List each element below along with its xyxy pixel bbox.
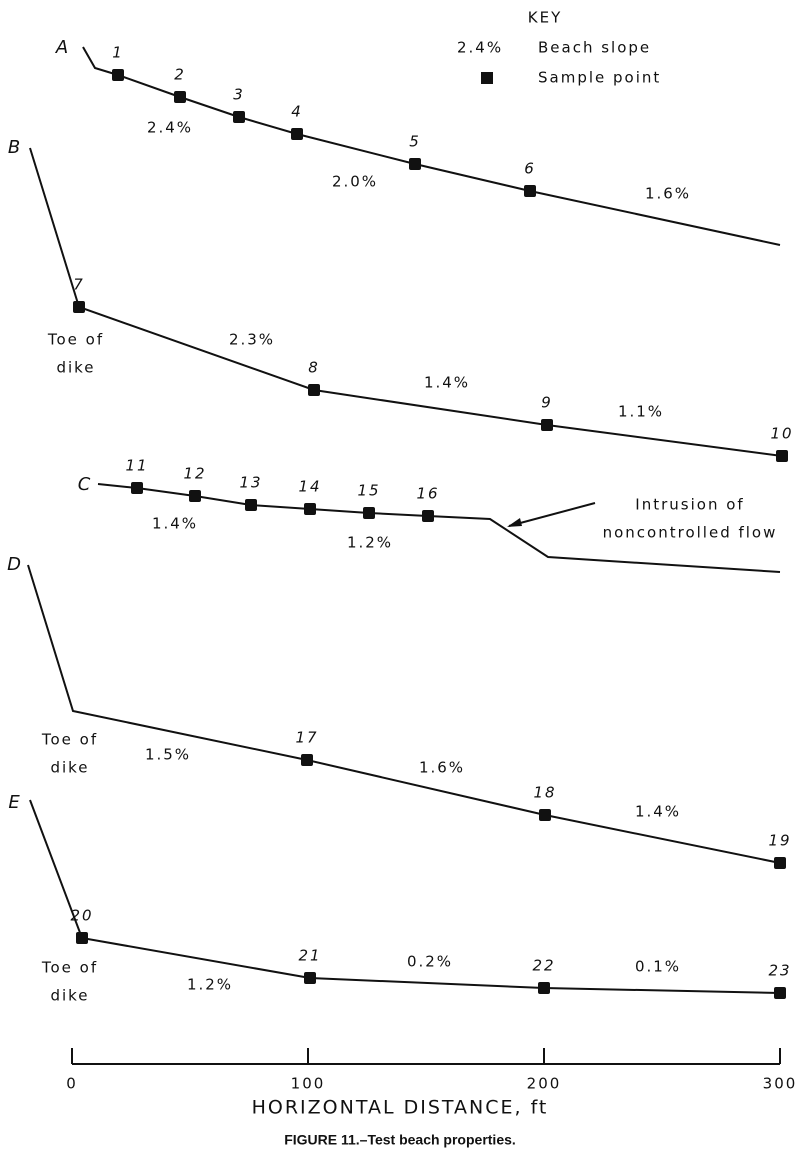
sample-number: 12 bbox=[183, 465, 206, 483]
axis-tick-label: 300 bbox=[763, 1075, 798, 1093]
axis-tick-label: 200 bbox=[527, 1075, 562, 1093]
annotation-arrow bbox=[508, 502, 596, 527]
sample-number: 16 bbox=[416, 485, 439, 503]
arrow-head bbox=[507, 518, 522, 527]
sample-number: 18 bbox=[533, 784, 556, 802]
slope-label: 1.4% bbox=[424, 374, 470, 392]
axis-tick-label: 100 bbox=[291, 1075, 326, 1093]
profile-label: A bbox=[55, 37, 68, 58]
sample-point bbox=[76, 932, 88, 944]
sample-point bbox=[539, 809, 551, 821]
slope-label: 0.1% bbox=[635, 958, 681, 976]
slope-label: 1.4% bbox=[152, 515, 198, 533]
sample-number: 5 bbox=[409, 133, 421, 151]
slope-label: 1.2% bbox=[347, 534, 393, 552]
toe-label: dike bbox=[50, 759, 89, 777]
sample-point bbox=[174, 91, 186, 103]
sample-number: 7 bbox=[73, 276, 85, 294]
sample-point bbox=[774, 857, 786, 869]
slope-label: 1.6% bbox=[645, 185, 691, 203]
profile-line bbox=[82, 46, 781, 246]
slope-label: 1.6% bbox=[419, 759, 465, 777]
sample-point bbox=[541, 419, 553, 431]
toe-label: Toe of bbox=[41, 959, 98, 977]
sample-point bbox=[301, 754, 313, 766]
sample-point bbox=[363, 507, 375, 519]
sample-point bbox=[131, 482, 143, 494]
sample-point bbox=[524, 185, 536, 197]
axis-tick-label: 0 bbox=[66, 1075, 78, 1093]
profile-line bbox=[97, 483, 781, 573]
slope-label: 2.0% bbox=[332, 173, 378, 191]
sample-number: 10 bbox=[770, 425, 793, 443]
sample-point bbox=[189, 490, 201, 502]
profile-label: D bbox=[7, 554, 21, 575]
sample-number: 13 bbox=[239, 474, 262, 492]
sample-point bbox=[233, 111, 245, 123]
toe-label: dike bbox=[56, 359, 95, 377]
sample-number: 1 bbox=[112, 44, 124, 62]
sample-point bbox=[73, 301, 85, 313]
sample-number: 23 bbox=[768, 962, 791, 980]
toe-label: dike bbox=[50, 987, 89, 1005]
annotation: noncontrolled flow bbox=[603, 524, 778, 542]
slope-label: 2.3% bbox=[229, 331, 275, 349]
sample-number: 15 bbox=[357, 482, 380, 500]
sample-number: 14 bbox=[298, 478, 321, 496]
sample-point bbox=[776, 450, 788, 462]
sample-number: 11 bbox=[125, 457, 148, 475]
sample-point bbox=[291, 128, 303, 140]
toe-label: Toe of bbox=[47, 331, 104, 349]
toe-label: Toe of bbox=[41, 731, 98, 749]
annotation: Intrusion of bbox=[635, 496, 744, 514]
sample-point bbox=[304, 503, 316, 515]
sample-number: 20 bbox=[70, 907, 93, 925]
sample-number: 19 bbox=[768, 832, 791, 850]
sample-number: 22 bbox=[532, 957, 555, 975]
key-slope-example: 2.4% bbox=[457, 39, 503, 57]
key-sample-label: Sample point bbox=[538, 69, 661, 87]
key-title: KEY bbox=[528, 9, 562, 27]
profile-label: C bbox=[78, 474, 91, 495]
slope-label: 1.1% bbox=[618, 403, 664, 421]
sample-point bbox=[245, 499, 257, 511]
slope-label: 1.4% bbox=[635, 803, 681, 821]
sample-point bbox=[538, 982, 550, 994]
sample-number: 9 bbox=[541, 394, 553, 412]
sample-point bbox=[304, 972, 316, 984]
sample-point bbox=[774, 987, 786, 999]
key-slope-label: Beach slope bbox=[538, 39, 651, 57]
axis-title: HORIZONTAL DISTANCE, ft bbox=[252, 1097, 549, 1119]
key-sample-symbol bbox=[481, 72, 493, 84]
sample-point bbox=[409, 158, 421, 170]
slope-label: 1.2% bbox=[187, 976, 233, 994]
slope-label: 2.4% bbox=[147, 119, 193, 137]
sample-number: 21 bbox=[298, 947, 321, 965]
sample-point bbox=[112, 69, 124, 81]
caption: FIGURE 11.–Test beach properties. bbox=[284, 1132, 516, 1148]
profile-label: E bbox=[8, 792, 20, 813]
sample-number: 6 bbox=[524, 160, 536, 178]
sample-number: 4 bbox=[291, 103, 303, 121]
slope-label: 1.5% bbox=[145, 746, 191, 764]
sample-number: 17 bbox=[295, 729, 318, 747]
slope-label: 0.2% bbox=[407, 953, 453, 971]
sample-point bbox=[422, 510, 434, 522]
profile-label: B bbox=[8, 137, 20, 158]
sample-number: 8 bbox=[308, 359, 320, 377]
sample-point bbox=[308, 384, 320, 396]
sample-number: 2 bbox=[174, 66, 186, 84]
sample-number: 3 bbox=[233, 86, 245, 104]
